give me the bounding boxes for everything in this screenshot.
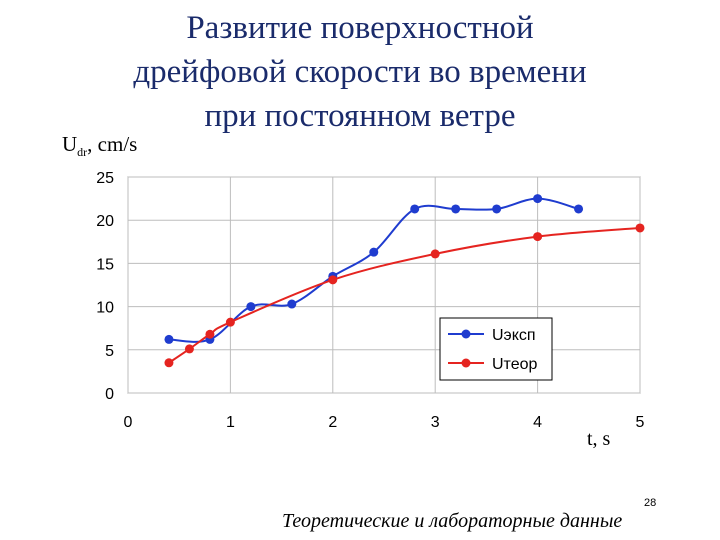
x-tick-label: 5: [636, 414, 645, 431]
series-2-point: [205, 329, 215, 339]
y-tick-label: 10: [96, 300, 114, 317]
series-1-point: [164, 334, 174, 344]
y-label-subscript: dr: [77, 145, 88, 160]
y-tick-label: 0: [105, 386, 114, 403]
y-label-unit: , cm/s: [87, 132, 138, 156]
legend-marker-2: [461, 358, 471, 368]
page-number: 28: [644, 497, 657, 509]
x-tick-label: 2: [328, 414, 337, 431]
x-tick-label: 1: [226, 414, 235, 431]
series-2-point: [533, 232, 543, 242]
title-line-1: Развитие поверхностной: [186, 10, 534, 46]
caption: Теоретические и лабораторные данные: [282, 510, 623, 532]
x-axis-label: t, s: [587, 428, 611, 450]
series-1-point: [451, 204, 461, 214]
y-label-main: U: [62, 132, 78, 156]
series-1-point: [246, 302, 256, 312]
legend-label-2: Uтеор: [492, 356, 538, 373]
series-2-point: [328, 275, 338, 285]
plot-area: [127, 176, 641, 394]
title-line-2: дрейфовой скорости во времени: [133, 54, 587, 90]
y-axis-label: Udr, cm/s: [62, 132, 137, 160]
series-2-point: [430, 249, 440, 259]
y-tick-label: 20: [96, 213, 114, 230]
series-2-point: [635, 223, 645, 233]
series-1-point: [287, 299, 297, 309]
x-tick-label: 3: [431, 414, 440, 431]
series-2-point: [184, 344, 194, 354]
slide-title: Развитие поверхностной дрейфовой скорост…: [100, 6, 620, 138]
x-tick-label: 0: [124, 414, 133, 431]
title-line-3: при постоянном ветре: [204, 98, 516, 134]
y-tick-label: 5: [105, 343, 114, 360]
y-tick-label: 25: [96, 170, 114, 187]
series-2-point: [164, 358, 174, 368]
series-1-point: [410, 204, 420, 214]
series-1-point: [492, 204, 502, 214]
legend-box: [439, 317, 553, 381]
legend-marker-1: [461, 329, 471, 339]
x-tick-label: 4: [533, 414, 542, 431]
series-1-point: [369, 247, 379, 257]
y-tick-label: 15: [96, 256, 114, 273]
series-1-point: [533, 194, 543, 204]
legend-label-1: Uэксп: [492, 327, 536, 344]
series-1-point: [574, 204, 584, 214]
series-2-point: [225, 317, 235, 327]
